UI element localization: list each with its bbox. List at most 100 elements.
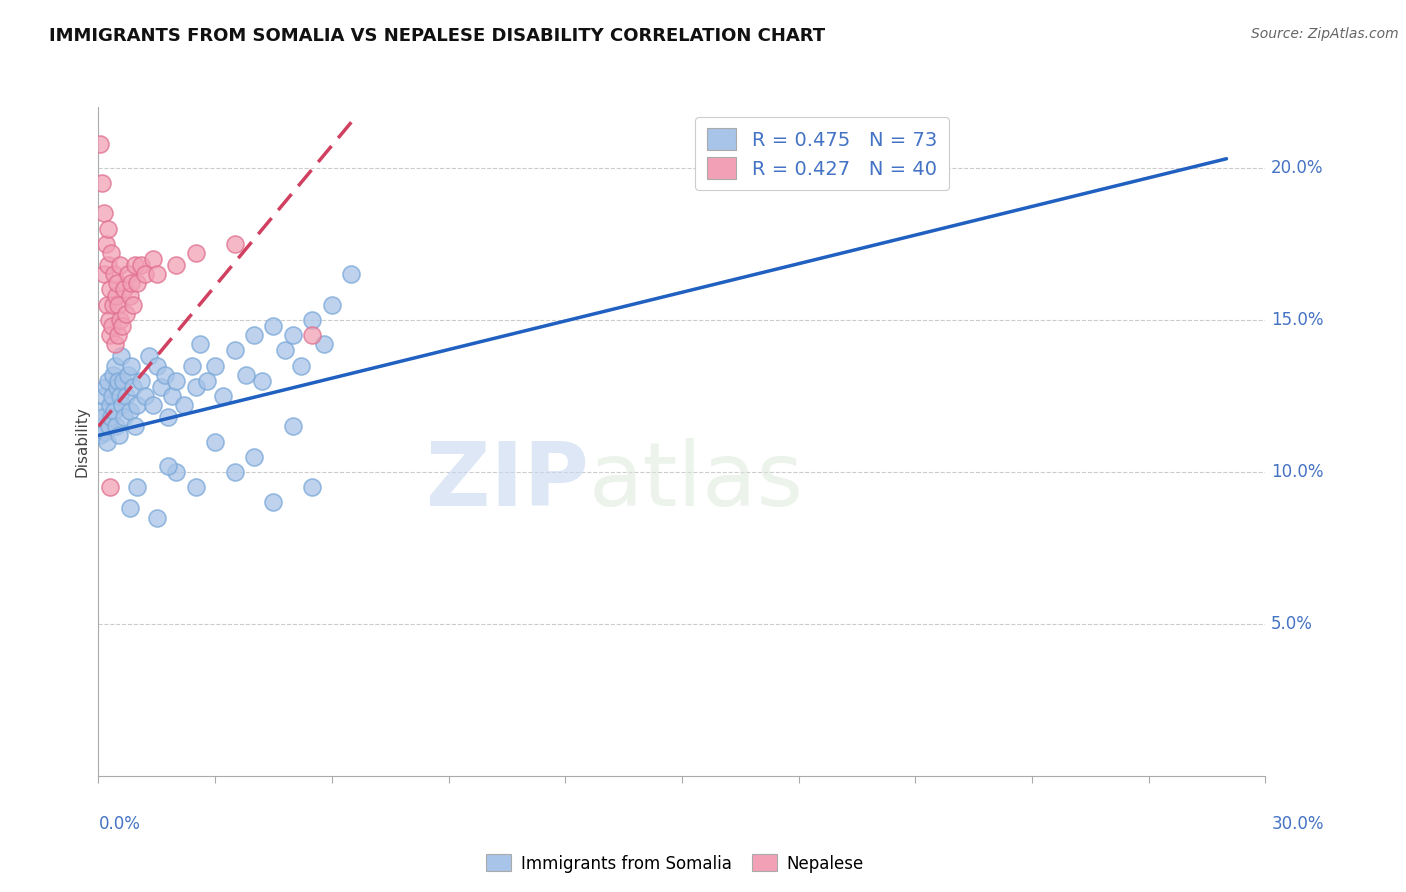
Point [90,419,112,434]
Point [204,359,226,373]
Point [94,425,117,440]
Point [118,404,141,418]
Point [224,465,246,479]
Point [98,480,121,494]
Text: 5.0%: 5.0% [1271,615,1313,633]
Point [127,277,149,291]
Point [108,313,131,327]
Point [224,236,246,251]
Point [117,268,139,282]
Point [98,419,121,434]
Point [114,389,136,403]
Point [97,258,120,272]
Point [146,268,169,282]
Legend: Immigrants from Somalia, Nepalese: Immigrants from Somalia, Nepalese [479,847,870,880]
Point [301,328,323,343]
Text: 15.0%: 15.0% [1271,311,1323,329]
Point [111,374,134,388]
Point [204,434,226,449]
Point [262,318,284,333]
Point [281,328,304,343]
Point [212,389,235,403]
Point [107,428,129,442]
Point [262,495,284,509]
Point [89,428,111,442]
Point [142,252,165,266]
Point [101,318,124,333]
Point [93,268,115,282]
Text: 0.0%: 0.0% [98,815,141,833]
Y-axis label: Disability: Disability [75,406,90,477]
Text: 10.0%: 10.0% [1271,463,1323,481]
Point [103,268,125,282]
Text: Source: ZipAtlas.com: Source: ZipAtlas.com [1251,27,1399,41]
Point [93,389,115,403]
Point [129,258,152,272]
Point [111,398,134,412]
Point [157,410,180,425]
Point [118,501,141,516]
Point [184,246,207,260]
Point [91,404,114,418]
Point [157,458,180,473]
Point [243,450,266,464]
Point [104,337,127,351]
Point [104,419,127,434]
Point [301,480,323,494]
Point [165,465,187,479]
Point [340,268,363,282]
Point [188,337,211,351]
Point [103,404,125,418]
Point [98,398,121,412]
Point [274,343,297,358]
Point [101,389,124,403]
Point [105,277,128,291]
Point [117,368,139,382]
Point [149,380,172,394]
Point [104,288,127,302]
Text: atlas: atlas [589,438,804,525]
Point [290,359,312,373]
Point [124,258,146,272]
Point [96,298,118,312]
Text: 20.0%: 20.0% [1271,159,1323,177]
Point [97,374,120,388]
Point [105,380,128,394]
Point [96,380,118,394]
Point [162,389,184,403]
Point [112,410,135,425]
Point [129,374,152,388]
Text: 30.0%: 30.0% [1271,815,1323,833]
Point [146,510,169,524]
Point [93,206,115,220]
Point [103,368,125,382]
Point [108,258,131,272]
Point [184,480,207,494]
Point [96,434,118,449]
Point [281,419,304,434]
Point [110,350,132,364]
Point [153,368,176,382]
Point [97,221,120,235]
Point [89,136,111,151]
Point [121,277,143,291]
Point [127,398,149,412]
Point [91,410,114,425]
Point [180,359,202,373]
Point [98,283,121,297]
Point [122,298,145,312]
Point [250,374,273,388]
Point [138,350,160,364]
Point [100,246,122,260]
Point [224,343,246,358]
Point [114,307,136,321]
Point [104,359,127,373]
Point [321,298,343,312]
Point [142,398,165,412]
Point [165,258,187,272]
Point [195,374,218,388]
Point [165,374,187,388]
Point [146,359,169,373]
Point [107,328,129,343]
Point [243,328,266,343]
